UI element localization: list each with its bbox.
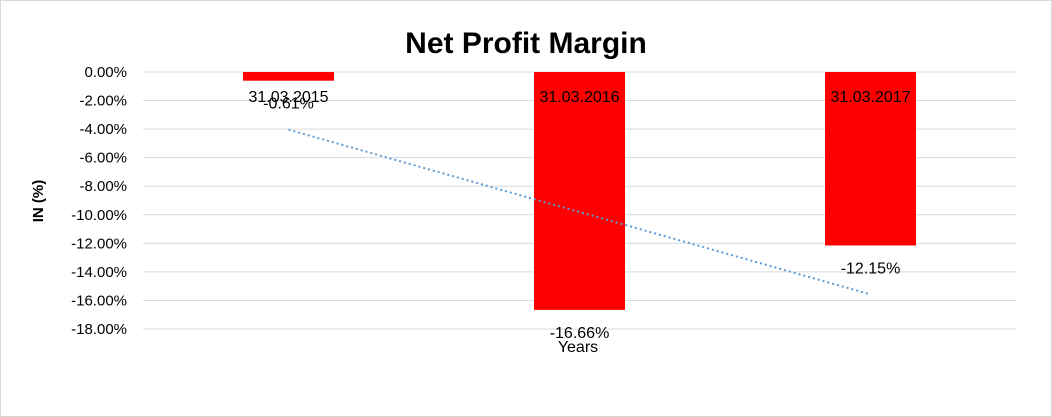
y-tick-label: -14.00% [71,264,127,281]
y-tick-label: -6.00% [79,150,127,167]
bar [534,72,625,310]
y-tick-label: -2.00% [79,93,127,110]
y-tick-label: -16.00% [71,292,127,309]
category-label: 31.03.2017 [830,89,910,106]
x-axis-title: Years [558,339,598,356]
chart-title: Net Profit Margin [405,27,647,60]
bar [825,72,916,246]
y-tick-label: -12.00% [71,235,127,252]
category-label: 31.03.2016 [539,89,619,106]
bars [243,72,916,310]
trendline-group [288,128,871,296]
y-tick-label: -10.00% [71,207,127,224]
y-axis-ticks: 0.00% -2.00% -4.00% -6.00% -8.00% -10.00% -12.… [71,64,127,338]
y-tick-label: -4.00% [79,121,127,138]
data-label: -16.66% [550,325,610,342]
data-labels: -0.61% -16.66% -12.15% [263,96,900,342]
y-axis-title: IN (%) [30,180,47,223]
trendline [288,128,871,296]
y-tick-label: -18.00% [71,321,127,338]
y-tick-label: -8.00% [79,178,127,195]
y-tick-label: 0.00% [84,64,127,81]
bar [243,72,334,81]
data-label: -12.15% [841,260,901,277]
category-labels: 31.03.2015 31.03.2016 31.03.2017 [248,89,910,106]
category-label: 31.03.2015 [248,89,328,106]
data-label: -0.61% [263,96,314,113]
